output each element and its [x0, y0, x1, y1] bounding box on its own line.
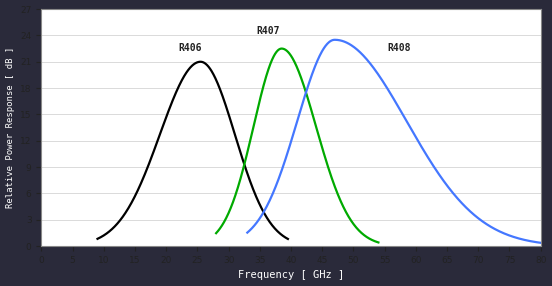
Text: R406: R406	[179, 43, 202, 53]
X-axis label: Frequency [ GHz ]: Frequency [ GHz ]	[238, 271, 344, 281]
Y-axis label: Relative Power Response [ dB ]: Relative Power Response [ dB ]	[6, 47, 14, 208]
Text: R408: R408	[388, 43, 411, 53]
Text: R407: R407	[257, 26, 280, 36]
